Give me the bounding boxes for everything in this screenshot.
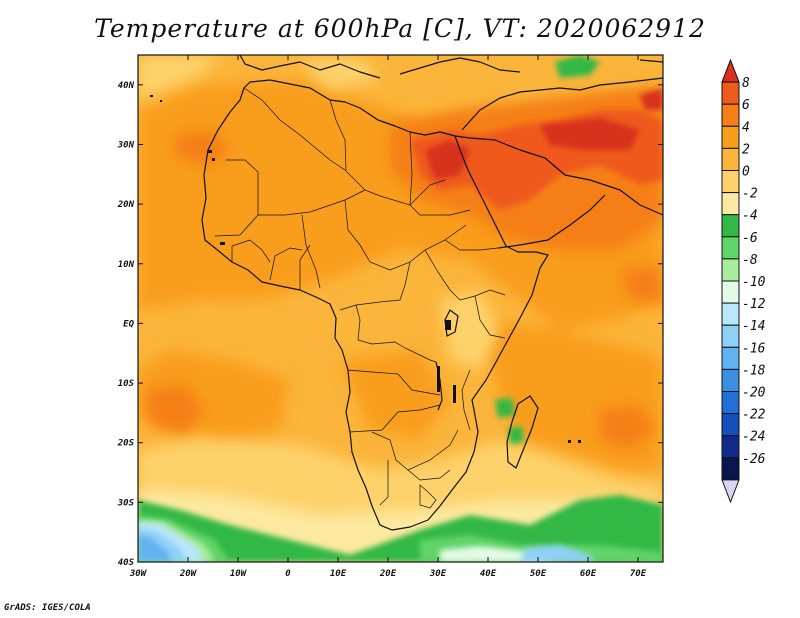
colorbar-label: -12 — [742, 297, 766, 312]
chart-title: Temperature at 600hPa [C], VT: 202006291… — [94, 14, 706, 43]
colorbar-swatch — [721, 413, 740, 437]
lon-tick-label: 20W — [179, 569, 198, 579]
colorbar-swatch — [721, 302, 740, 326]
colorbar-swatch — [721, 391, 740, 415]
footer-credit: GrADS: IGES/COLA — [4, 603, 91, 613]
colorbar-label: -14 — [742, 319, 765, 334]
lakes-and-islands — [150, 95, 581, 443]
colorbar-label: 4 — [742, 120, 750, 135]
lon-tick-label: 0 — [285, 569, 291, 579]
lat-tick-label: 30N — [117, 140, 135, 150]
temperature-field — [138, 55, 663, 562]
colorbar-swatch — [721, 368, 740, 392]
colorbar-label: -26 — [742, 452, 766, 467]
colorbar-swatch — [721, 147, 740, 171]
lat-tick-label: 20N — [117, 200, 135, 210]
lon-tick-label: 30E — [429, 569, 447, 579]
colorbar-swatch — [721, 479, 740, 504]
colorbar: 8 6 4 2 0 -2 -4 -6 -8 -10 -12 -14 -16 -18 -20 -22 -24 -26 — [721, 58, 766, 504]
lat-tick-label: 20S — [117, 439, 135, 449]
colorbar-label: 0 — [742, 165, 750, 180]
colorbar-swatch — [721, 170, 740, 194]
colorbar-swatch — [721, 324, 740, 348]
lat-tick-label: 40N — [118, 81, 135, 91]
field-cold-southwest — [138, 522, 595, 562]
colorbar-label: -16 — [742, 341, 766, 356]
colorbar-swatch — [721, 192, 740, 216]
colorbar-swatch — [721, 125, 740, 149]
lon-tick-label: 50E — [530, 569, 547, 579]
colorbar-label: -6 — [742, 231, 758, 246]
lon-tick-label: 20E — [379, 569, 397, 579]
field-8-plus — [425, 88, 663, 180]
lon-tick-label: 10W — [230, 569, 248, 579]
colorbar-swatch — [721, 457, 740, 481]
colorbar-swatch — [721, 346, 740, 370]
colorbar-label: 6 — [742, 98, 750, 113]
lat-tick-label: 40S — [118, 558, 135, 568]
lon-tick-label: 10E — [330, 569, 347, 579]
colorbar-label: -8 — [742, 253, 758, 268]
colorbar-swatch — [721, 258, 740, 282]
colorbar-swatch — [721, 58, 740, 83]
colorbar-swatch — [721, 214, 740, 238]
colorbar-label: -4 — [742, 209, 758, 224]
lat-tick-label: 10N — [118, 260, 135, 270]
axis-ticks: 30W 20W 10W 0 10E 20E 30E 40E 50E 60E 70E 40N 30N 20N… — [117, 55, 663, 579]
colorbar-swatch — [721, 103, 740, 127]
lat-tick-label: 10S — [118, 379, 135, 389]
colorbar-label: 2 — [742, 142, 750, 157]
colorbar-swatch — [721, 236, 740, 260]
colorbar-label: -20 — [742, 386, 766, 401]
lat-tick-label: 30S — [117, 498, 135, 508]
colorbar-label: 8 — [742, 76, 750, 91]
lon-tick-label: 40E — [480, 569, 497, 579]
lon-tick-label: 60E — [580, 569, 597, 579]
country-borders — [214, 87, 506, 509]
colorbar-swatch — [721, 435, 740, 459]
colorbar-label: -10 — [742, 275, 766, 290]
lon-tick-label: 30W — [129, 569, 148, 579]
colorbar-label: -24 — [742, 430, 765, 445]
colorbar-swatch — [721, 81, 740, 105]
colorbar-swatch — [721, 280, 740, 304]
lat-tick-label: EQ — [123, 319, 134, 329]
plot-frame — [137, 54, 664, 563]
lon-tick-label: 70E — [630, 569, 647, 579]
coastlines — [201, 55, 663, 531]
colorbar-label: -18 — [742, 363, 766, 378]
colorbar-label: -2 — [742, 187, 758, 202]
colorbar-label: -22 — [742, 408, 766, 423]
